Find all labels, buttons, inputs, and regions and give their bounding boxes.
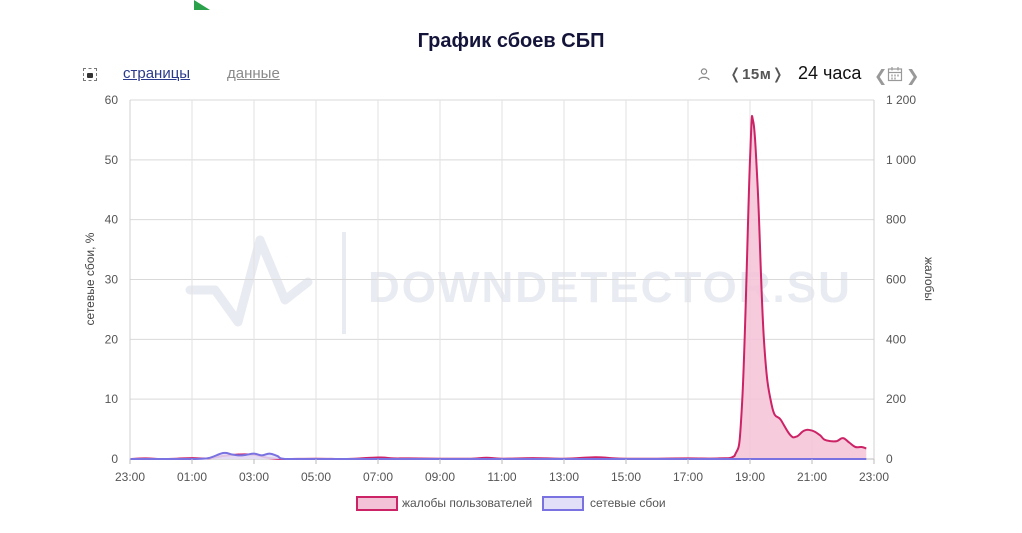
series-network-failures <box>130 451 867 460</box>
period-selector[interactable]: 24 часа <box>798 63 862 83</box>
x-tick-label: 01:00 <box>177 470 207 484</box>
legend-swatch <box>356 496 398 511</box>
interval-selector[interactable]: ❬15м❭ <box>729 66 785 83</box>
y-left-tick-label: 20 <box>105 332 119 346</box>
y-right-tick-label: 0 <box>886 452 893 466</box>
y-left-tick-label: 40 <box>105 213 119 227</box>
watermark-pulse-icon <box>185 235 313 327</box>
y-right-tick-label: 1 200 <box>886 93 916 107</box>
x-tick-label: 17:00 <box>673 470 703 484</box>
y-right-tick-label: 200 <box>886 392 906 406</box>
y-axis-right-title: жалобы <box>922 257 936 301</box>
series-line <box>130 451 867 460</box>
x-tick-label: 13:00 <box>549 470 579 484</box>
y-right-tick-label: 800 <box>886 213 906 227</box>
camera-icon[interactable] <box>83 68 97 81</box>
logo-corner-mark <box>194 0 210 10</box>
y-axis-left-title: сетевые сбои, % <box>83 232 97 325</box>
y-left-tick-label: 10 <box>105 392 119 406</box>
chart-legend: жалобы пользователей сетевые сбои <box>356 496 666 511</box>
y-right-tick-label: 1 000 <box>886 153 916 167</box>
watermark-text: DOWNDETECTOR.SU <box>368 263 852 312</box>
y-left-tick-label: 60 <box>105 93 119 107</box>
x-tick-label: 05:00 <box>301 470 331 484</box>
x-tick-label: 23:00 <box>859 470 889 484</box>
series-layer <box>129 115 867 461</box>
user-icon[interactable] <box>697 67 711 81</box>
x-tick-label: 15:00 <box>611 470 641 484</box>
next-period-button[interactable]: ❯ <box>906 68 920 85</box>
x-tick-label: 07:00 <box>363 470 393 484</box>
x-tick-label: 03:00 <box>239 470 269 484</box>
x-tick-label: 11:00 <box>487 470 516 484</box>
chart-axes: 0 0 10 200 20 400 30 600 40 800 50 1 000 60 1 200 23:0… <box>105 93 917 484</box>
x-tick-label: 19:00 <box>735 470 765 484</box>
y-left-tick-label: 50 <box>105 153 119 167</box>
legend-swatch <box>542 496 584 511</box>
y-right-tick-label: 600 <box>886 273 906 287</box>
x-tick-label: 23:00 <box>115 470 145 484</box>
tab-data[interactable]: данные <box>227 65 280 82</box>
x-tick-label: 21:00 <box>797 470 827 484</box>
y-left-tick-label: 0 <box>111 452 118 466</box>
legend-label: жалобы пользователей <box>402 496 532 510</box>
legend-label: сетевые сбои <box>590 496 666 510</box>
calendar-icon[interactable] <box>887 66 903 82</box>
x-tick-label: 09:00 <box>425 470 455 484</box>
y-right-tick-label: 400 <box>886 332 906 346</box>
tab-pages[interactable]: страницы <box>123 65 191 82</box>
prev-period-button[interactable]: ❮ <box>874 68 888 85</box>
chart-toolbar: страницы данные ❬15м❭ 24 часа ❮ ❯ <box>0 62 1022 86</box>
watermark: DOWNDETECTOR.SU <box>185 232 852 334</box>
page-title: График сбоев СБП <box>417 30 605 52</box>
y-left-tick-label: 30 <box>105 273 119 287</box>
